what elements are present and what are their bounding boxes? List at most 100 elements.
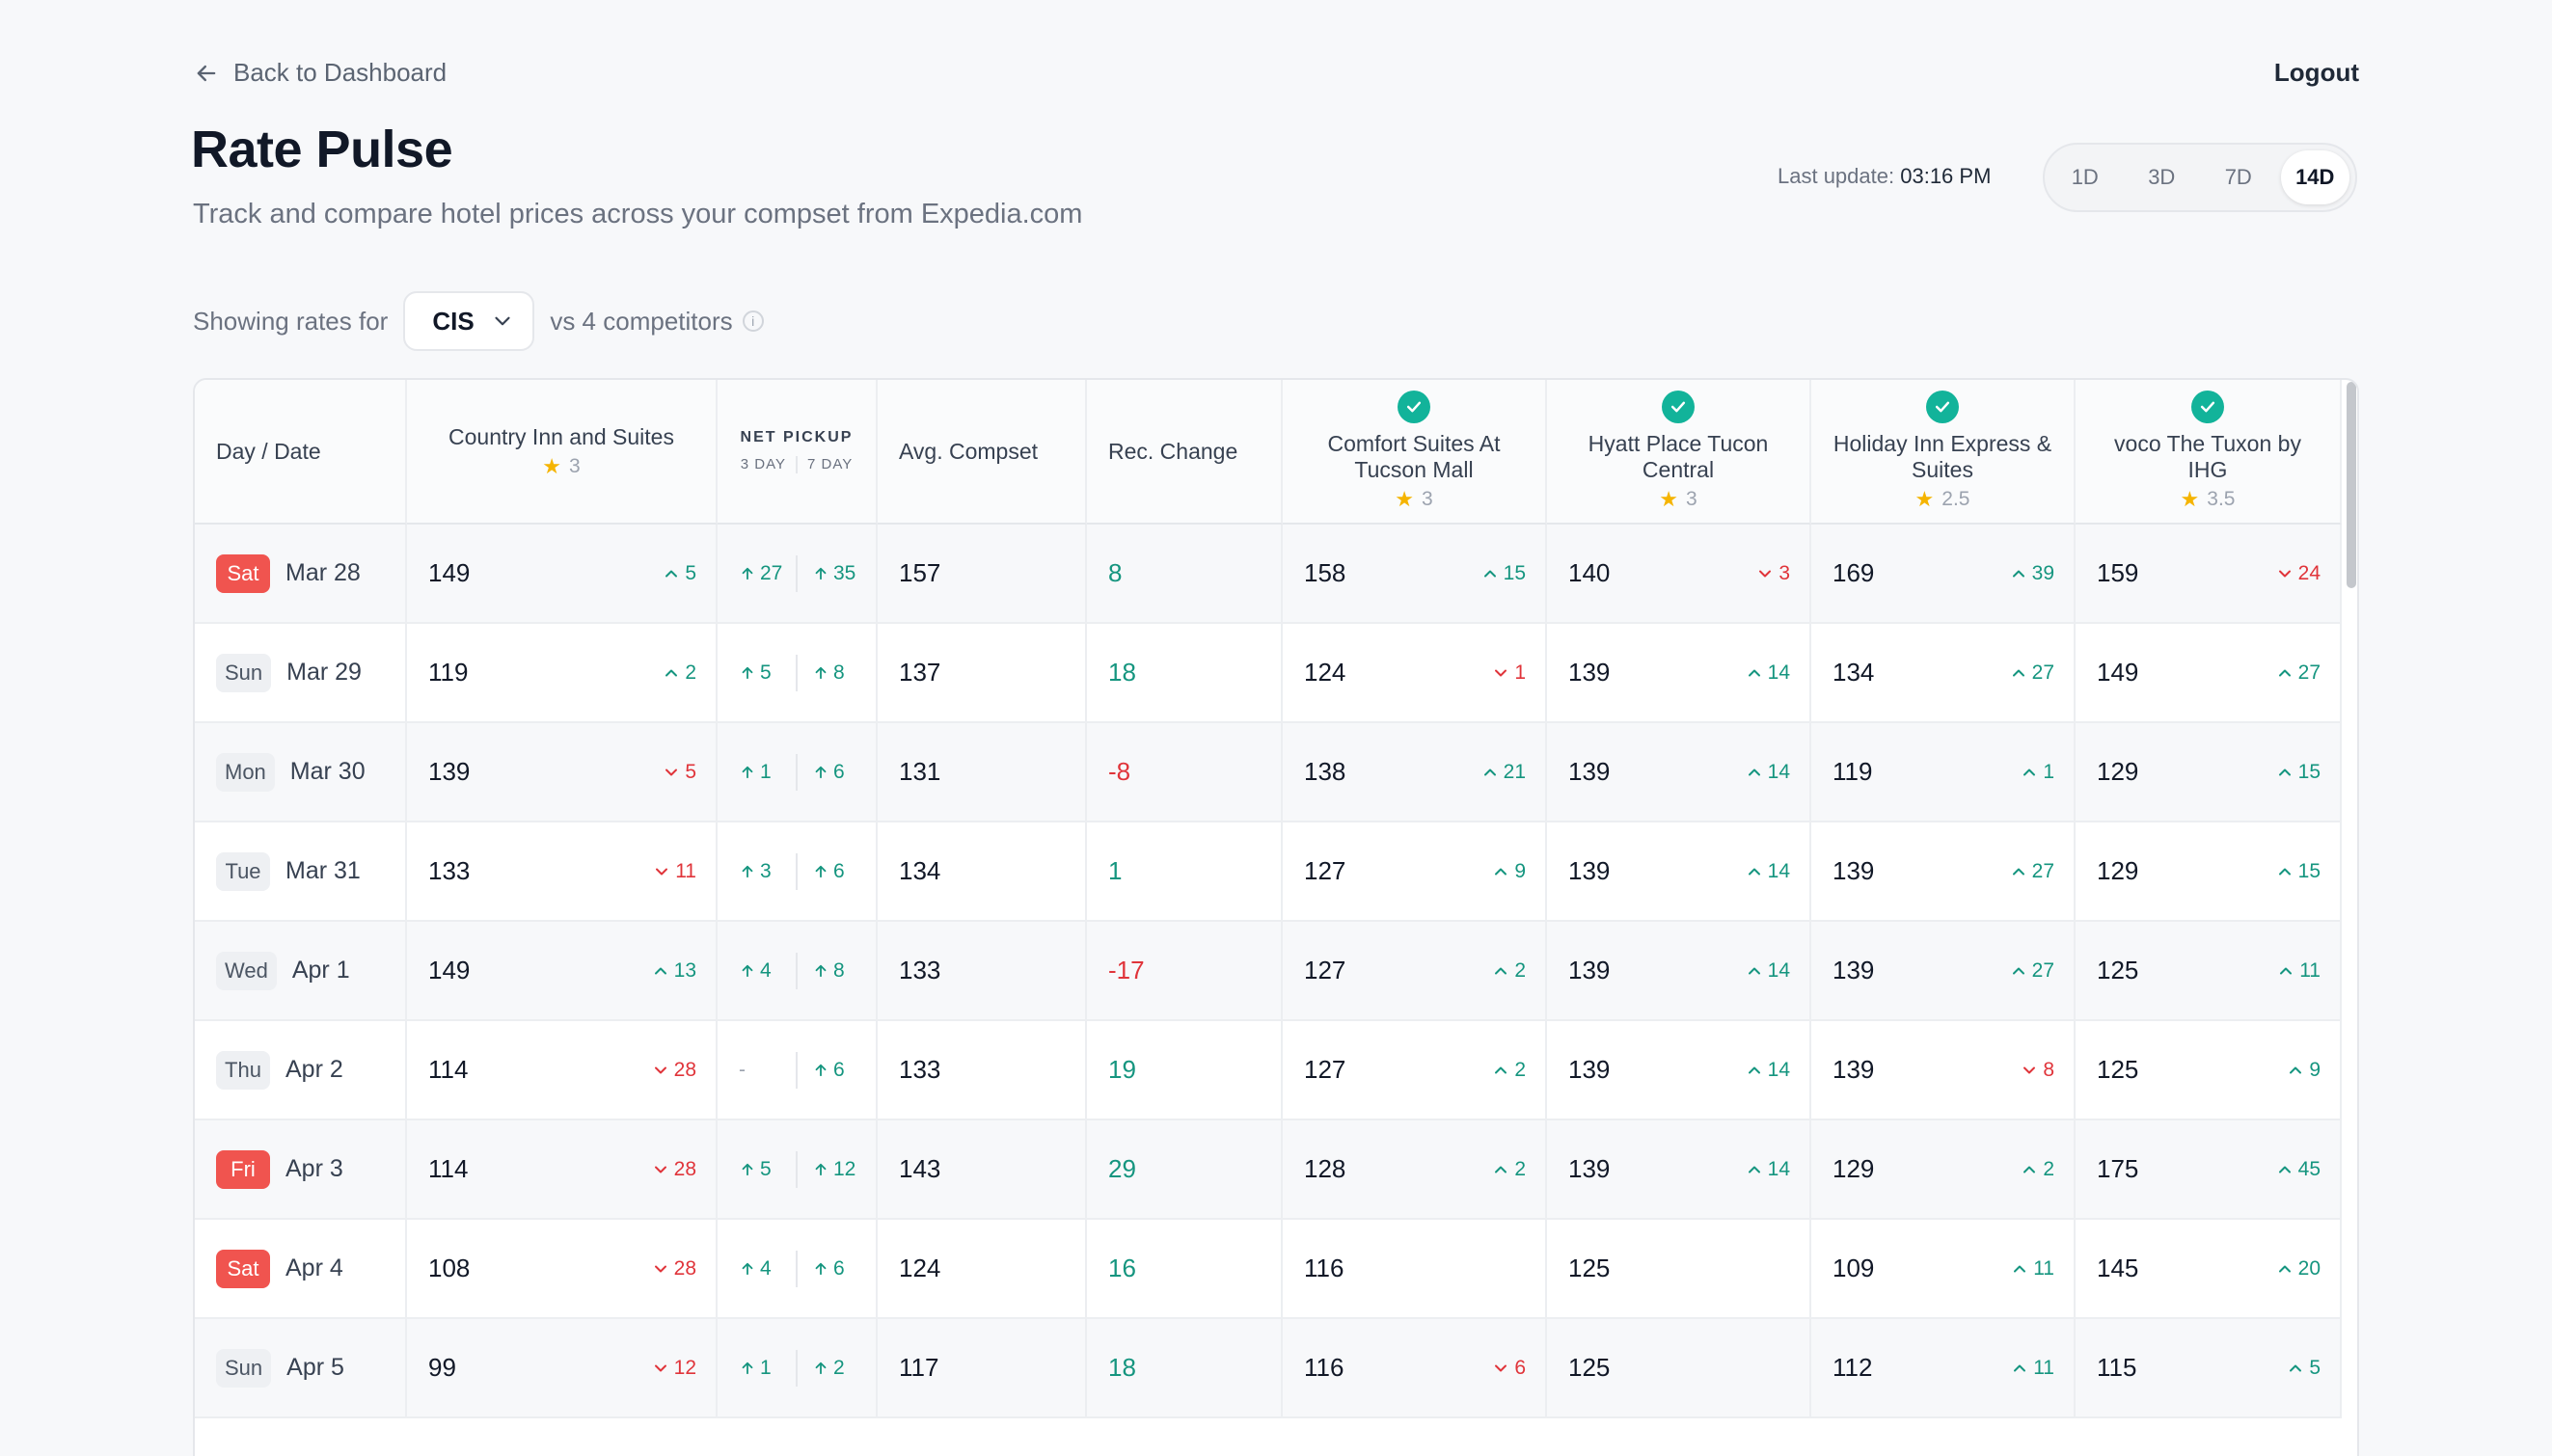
- competitor-rate-cell: 138 21: [1283, 723, 1547, 821]
- table-row[interactable]: Thu Apr 2 114 28-6 133 19 127 2 139 14 139 8 125 9: [195, 1021, 2342, 1120]
- pickup-number: -: [739, 1058, 746, 1081]
- competitor-selected-badge[interactable]: [1926, 391, 1959, 423]
- info-icon[interactable]: i: [742, 310, 764, 332]
- col-header-competitor: Comfort Suites At Tucson Mall ★ 3: [1283, 380, 1547, 525]
- rec-change-value: 16: [1108, 1254, 1136, 1282]
- rate-change-value: 39: [2031, 561, 2054, 584]
- competitor-rate-cell: 175 45: [2076, 1120, 2342, 1218]
- rate-change-value: 20: [2297, 1256, 2321, 1280]
- chevron-down-icon: [665, 768, 678, 775]
- arrow-up-icon: [815, 865, 827, 877]
- day-date-cell: Wed Apr 1: [195, 922, 407, 1019]
- check-icon: [1935, 401, 1950, 413]
- hotel-rating: ★ 2.5: [1915, 487, 1970, 512]
- pickup-value: 6: [812, 761, 845, 784]
- rate-change-value: 5: [2309, 1356, 2321, 1379]
- pickup-value: 6: [812, 860, 845, 883]
- range-7d-button[interactable]: 7D: [2224, 165, 2252, 189]
- rate-change: 11: [2010, 1357, 2054, 1380]
- rate-change-value: 8: [2043, 1058, 2054, 1081]
- rate-change: 27: [2009, 661, 2054, 685]
- rate-change-value: 2: [1514, 1157, 1526, 1180]
- rec-change-cell: 8: [1087, 525, 1283, 622]
- rate-value: 129: [1833, 1154, 1875, 1183]
- rate-value: 139: [1568, 1154, 1611, 1183]
- rate-change: 2: [2020, 1158, 2054, 1181]
- rate-change: 14: [1745, 959, 1790, 983]
- competitor-selected-badge[interactable]: [1398, 391, 1430, 423]
- logout-button[interactable]: Logout: [2273, 58, 2359, 87]
- divider: [796, 953, 798, 989]
- range-3d-button[interactable]: 3D: [2148, 165, 2176, 189]
- table-row[interactable]: Sun Apr 5 99 12 1 2 117 18 116 6 125 112 11 115 5: [195, 1319, 2342, 1418]
- col-header-competitor: Hyatt Place Tucon Central ★ 3: [1547, 380, 1811, 525]
- rate-value: 125: [1568, 1254, 1611, 1282]
- day-date-cell: Sat Apr 4: [195, 1220, 407, 1317]
- time-range-selector: 1D 3D 7D 14D: [2043, 143, 2357, 212]
- arrow-up-icon: [742, 666, 753, 679]
- own-rate-cell: 133 11: [407, 822, 718, 920]
- table-row[interactable]: Wed Apr 1 149 13 4 8 133 -17 127 2 139 14 139 27 125 11: [195, 922, 2342, 1021]
- competitor-rate-cell: 125: [1547, 1220, 1811, 1317]
- hotel-rating: ★ 3: [1395, 487, 1432, 512]
- rate-change: 21: [1480, 761, 1526, 784]
- pickup-number: 8: [833, 958, 845, 982]
- table-row[interactable]: Tue Mar 31 133 11 3 6 134 1 127 9 139 14 139 27 129 15: [195, 822, 2342, 922]
- rate-change-value: 2: [685, 661, 696, 684]
- rate-change: 5: [662, 562, 696, 585]
- rating-value: 3: [1686, 488, 1697, 510]
- competitor-rate-cell: 169 39: [1811, 525, 2076, 622]
- col-header-net-pickup: NET PICKUP 3 DAY 7 DAY: [718, 380, 878, 525]
- col-header-label: Day / Date: [216, 438, 321, 464]
- competitor-selected-badge[interactable]: [1662, 391, 1695, 423]
- rate-value: 109: [1833, 1254, 1875, 1282]
- pickup-value: 8: [812, 661, 845, 685]
- competitor-selected-badge[interactable]: [2191, 391, 2224, 423]
- rate-change-value: 45: [2297, 1157, 2321, 1180]
- range-14d-button[interactable]: 14D: [2280, 150, 2349, 204]
- rate-change: 1: [1491, 661, 1526, 685]
- own-rate-cell: 139 5: [407, 723, 718, 821]
- hotel-select[interactable]: CIS: [403, 291, 535, 351]
- table-row[interactable]: Sat Apr 4 108 28 4 6 124 16 116 125 109 11 145 20: [195, 1220, 2342, 1319]
- chevron-up-icon: [2278, 768, 2291, 775]
- rate-value: 116: [1304, 1353, 1344, 1382]
- col-header-own-hotel: Country Inn and Suites ★ 3: [407, 380, 718, 525]
- rate-value: 114: [428, 1154, 469, 1183]
- rate-change-value: 27: [2031, 958, 2054, 982]
- rec-change-value: 29: [1108, 1154, 1136, 1183]
- col-header-avg-compset: Avg. Compset: [878, 380, 1087, 525]
- back-to-dashboard-link[interactable]: Back to Dashboard: [193, 58, 447, 88]
- competitor-rate-cell: 125: [1547, 1319, 1811, 1416]
- table-row[interactable]: Fri Apr 3 114 28 5 12 143 29 128 2 139 14 129 2 175 45: [195, 1120, 2342, 1220]
- range-1d-button[interactable]: 1D: [2071, 165, 2099, 189]
- rate-value: 115: [2097, 1353, 2137, 1382]
- rate-change: 2: [1491, 1059, 1526, 1082]
- arrow-up-icon: [815, 567, 827, 580]
- rate-change: 15: [2275, 860, 2321, 883]
- date-label: Apr 3: [285, 1155, 343, 1182]
- competitor-rate-cell: 149 27: [2076, 624, 2342, 721]
- rate-value: 128: [1304, 1154, 1346, 1183]
- pickup-number: 6: [833, 1256, 845, 1280]
- pickup-number: 2: [833, 1356, 845, 1379]
- pickup-number: 1: [760, 760, 772, 783]
- rate-value: 139: [1568, 757, 1611, 786]
- net-pickup-subheaders: 3 DAY 7 DAY: [741, 456, 854, 473]
- table-row[interactable]: Sun Mar 29 119 2 5 8 137 18 124 1 139 14 134 27 149 27: [195, 624, 2342, 723]
- rate-change-value: 1: [2043, 760, 2054, 783]
- table-row[interactable]: Mon Mar 30 139 5 1 6 131 -8 138 21 139 14 119 1 129 15: [195, 723, 2342, 822]
- net-pickup-title: NET PICKUP: [740, 429, 854, 445]
- avg-compset-cell: 143: [878, 1120, 1087, 1218]
- rate-value: 139: [1833, 856, 1875, 885]
- table-scrollbar[interactable]: [2347, 382, 2356, 588]
- rec-change-value: 18: [1108, 658, 1136, 687]
- rate-change: 14: [1745, 661, 1790, 685]
- competitor-rate-cell: 109 11: [1811, 1220, 2076, 1317]
- rate-value: 175: [2097, 1154, 2139, 1183]
- rate-change: 27: [2275, 661, 2321, 685]
- chevron-up-icon: [2023, 768, 2036, 775]
- table-row[interactable]: Sat Mar 28 149 5 27 35 157 8 158 15 140 3 169 39 159 24: [195, 525, 2342, 624]
